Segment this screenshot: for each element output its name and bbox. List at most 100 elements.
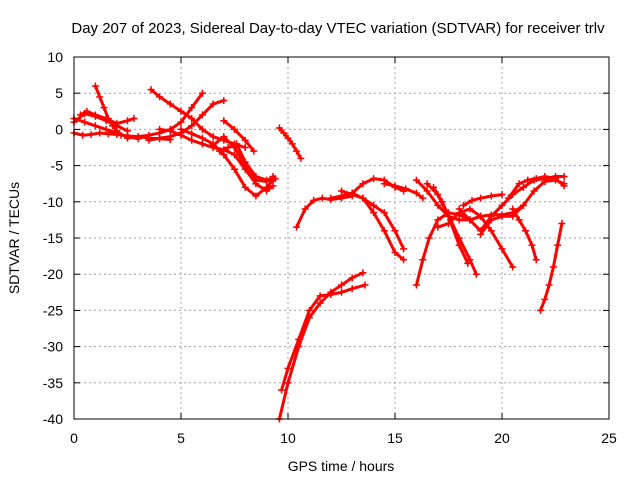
- data-point: [188, 130, 196, 138]
- chart-title: Day 207 of 2023, Sidereal Day-to-day VTE…: [71, 20, 605, 37]
- data-point: [91, 111, 99, 119]
- data-point: [528, 241, 536, 249]
- data-point: [280, 129, 288, 137]
- data-point: [532, 175, 540, 183]
- data-point: [109, 122, 117, 130]
- data-point: [361, 281, 369, 289]
- data-point: [263, 176, 271, 184]
- data-point: [220, 151, 228, 159]
- data-point: [522, 227, 530, 235]
- data-point: [220, 96, 228, 104]
- data-point: [380, 180, 388, 188]
- data-point: [166, 100, 174, 108]
- data-point: [348, 189, 356, 197]
- data-point: [455, 216, 463, 224]
- data-point: [241, 158, 249, 166]
- data-point: [156, 125, 164, 133]
- data-point: [310, 196, 318, 204]
- data-point: [188, 104, 196, 112]
- series-markers: [220, 117, 258, 155]
- data-point: [515, 180, 523, 188]
- data-point: [560, 182, 568, 190]
- data-series: [222, 119, 256, 153]
- data-point: [113, 127, 121, 135]
- data-point: [487, 192, 495, 200]
- data-point: [188, 115, 196, 123]
- data-point: [295, 335, 303, 343]
- data-point: [91, 122, 99, 130]
- data-point: [209, 133, 217, 141]
- data-point: [425, 234, 433, 242]
- data-point: [434, 216, 442, 224]
- data-point: [466, 256, 474, 264]
- data-point: [188, 122, 196, 130]
- data-point: [316, 299, 324, 307]
- data-point: [552, 175, 559, 183]
- series-markers: [275, 124, 305, 162]
- data-point: [348, 274, 356, 282]
- data-point: [147, 86, 155, 94]
- data-point: [83, 107, 91, 115]
- data-point: [412, 281, 420, 289]
- data-point: [537, 306, 545, 314]
- x-tick-label: 20: [494, 430, 510, 446]
- x-axis-label: GPS time / hours: [288, 458, 395, 474]
- data-series: [436, 207, 515, 269]
- data-point: [519, 201, 527, 209]
- series-markers: [275, 269, 367, 423]
- data-point: [455, 205, 463, 213]
- data-point: [359, 269, 367, 277]
- data-point: [370, 209, 378, 217]
- data-point: [509, 205, 517, 213]
- x-tick-label: 0: [70, 430, 78, 446]
- x-tick-label: 10: [280, 430, 296, 446]
- data-point: [284, 379, 292, 387]
- data-point: [348, 285, 356, 293]
- series-markers: [145, 96, 228, 144]
- y-tick-label: -15: [43, 230, 63, 246]
- data-point: [231, 165, 238, 173]
- data-point: [288, 140, 296, 148]
- data-point: [466, 205, 474, 213]
- data-point: [434, 201, 442, 209]
- data-point: [177, 118, 185, 126]
- data-point: [455, 234, 463, 242]
- data-point: [370, 175, 378, 183]
- data-point: [318, 194, 326, 202]
- data-point: [198, 125, 206, 133]
- data-point: [87, 130, 95, 138]
- data-point: [419, 194, 427, 202]
- y-tick-label: -10: [43, 194, 63, 210]
- x-tick-label: 5: [177, 430, 185, 446]
- data-point: [198, 111, 206, 119]
- data-point: [231, 151, 238, 159]
- y-tick-label: -20: [43, 266, 63, 282]
- data-point: [498, 245, 506, 253]
- data-point: [250, 147, 258, 155]
- data-point: [487, 227, 495, 235]
- data-point: [113, 120, 121, 128]
- series-layer: [70, 82, 568, 423]
- data-point: [477, 230, 485, 238]
- data-point: [391, 248, 399, 256]
- data-point: [468, 196, 476, 204]
- series-markers: [537, 220, 566, 314]
- y-tick-label: -40: [43, 411, 63, 427]
- y-tick-label: -30: [43, 339, 63, 355]
- data-point: [293, 223, 301, 231]
- data-series: [457, 175, 566, 233]
- data-point: [117, 131, 125, 139]
- data-point: [423, 187, 431, 195]
- data-point: [498, 191, 506, 199]
- data-point: [241, 144, 249, 151]
- data-point: [498, 212, 506, 220]
- series-markers: [459, 191, 506, 209]
- data-series: [511, 207, 538, 262]
- x-tick-label: 15: [387, 430, 403, 446]
- y-tick-label: 10: [47, 49, 63, 65]
- data-point: [558, 220, 566, 228]
- data-point: [81, 118, 89, 126]
- data-point: [231, 125, 238, 133]
- data-point: [438, 198, 446, 206]
- data-point: [100, 104, 108, 112]
